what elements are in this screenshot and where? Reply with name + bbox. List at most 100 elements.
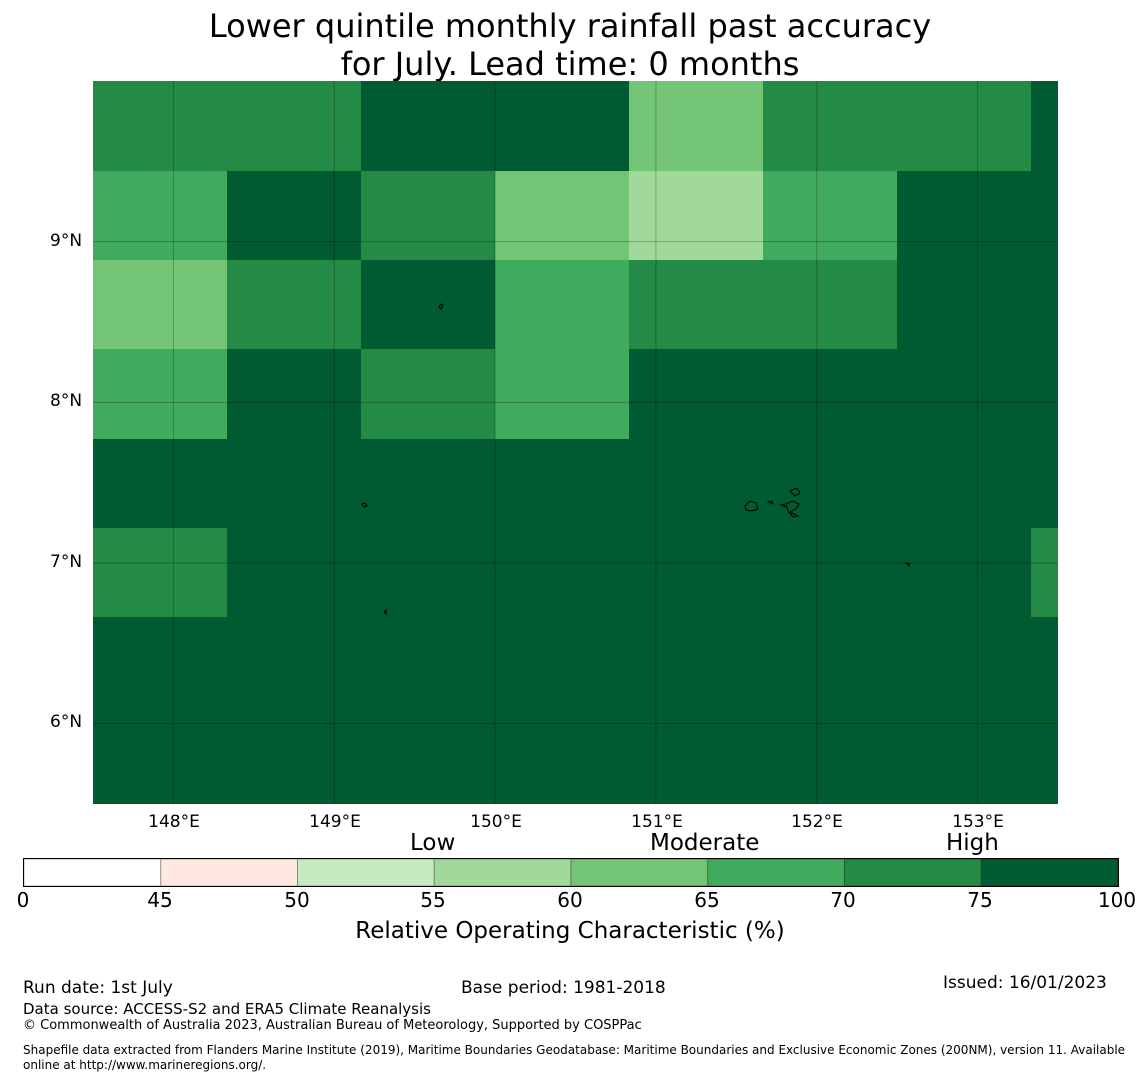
roc-cell-r0-c4 — [629, 81, 763, 171]
cbar-tick-50: 50 — [284, 888, 310, 912]
colorbar-bin-0 — [23, 858, 162, 887]
roc-cell-r0-c0 — [93, 81, 227, 171]
roc-cell-r6-c7 — [1031, 617, 1058, 707]
map-title-line2: for July. Lead time: 0 months — [340, 45, 800, 83]
cbar-tick-45: 45 — [147, 888, 173, 912]
colorbar-label: Relative Operating Characteristic (%) — [355, 918, 785, 944]
roc-cell-r2-c0 — [93, 260, 227, 349]
roc-cell-r5-c7 — [1031, 528, 1058, 617]
category-high: High — [946, 830, 999, 856]
roc-cell-r1-c1 — [227, 171, 361, 260]
island-outline — [904, 562, 911, 567]
cbar-tick-75: 75 — [967, 888, 993, 912]
island-outline — [438, 303, 444, 310]
x-tick-151e: 151°E — [631, 812, 683, 832]
y-tick-9n: 9°N — [50, 231, 83, 251]
roc-cell-r4-c6 — [897, 439, 1031, 528]
category-low: Low — [410, 830, 456, 856]
x-tick-153e: 153°E — [952, 812, 1004, 832]
roc-cell-r5-c0 — [93, 528, 227, 617]
island-outline — [766, 500, 774, 505]
x-tick-149e: 149°E — [309, 812, 361, 832]
roc-cell-r4-c5 — [763, 439, 897, 528]
cbar-tick-55: 55 — [420, 888, 446, 912]
roc-cell-r6-c4 — [629, 617, 763, 707]
roc-cell-r4-c4 — [629, 439, 763, 528]
roc-cell-r2-c6 — [897, 260, 1031, 349]
roc-cell-r4-c3 — [495, 439, 629, 528]
roc-cell-r7-c4 — [629, 707, 763, 804]
run-date: Run date: 1st July — [23, 978, 173, 998]
map-title-line1: Lower quintile monthly rainfall past acc… — [208, 7, 932, 45]
roc-cell-r1-c0 — [93, 171, 227, 260]
colorbar-bin-4 — [570, 858, 709, 887]
island-outline — [779, 503, 786, 508]
colorbar-bin-7 — [980, 858, 1119, 887]
roc-cell-r7-c2 — [361, 707, 495, 804]
roc-cell-r3-c1 — [227, 349, 361, 439]
roc-cell-r4-c0 — [93, 439, 227, 528]
cbar-tick-0: 0 — [16, 888, 30, 912]
roc-cell-r5-c3 — [495, 528, 629, 617]
y-tick-7n: 7°N — [50, 552, 83, 572]
roc-cell-r1-c3 — [495, 171, 629, 260]
cbar-tick-100: 100 — [1097, 888, 1137, 912]
roc-cell-r5-c5 — [763, 528, 897, 617]
island-outline — [789, 487, 801, 497]
roc-cell-r5-c2 — [361, 528, 495, 617]
y-tick-6n: 6°N — [50, 712, 83, 732]
roc-cell-r6-c6 — [897, 617, 1031, 707]
island-outline — [383, 608, 387, 616]
roc-cell-r6-c3 — [495, 617, 629, 707]
roc-cell-r6-c1 — [227, 617, 361, 707]
roc-cell-r1-c2 — [361, 171, 495, 260]
base-period: Base period: 1981-2018 — [461, 978, 666, 998]
colorbar-bin-2 — [297, 858, 435, 887]
x-tick-148e: 148°E — [148, 812, 200, 832]
cbar-tick-70: 70 — [830, 888, 856, 912]
roc-cell-r3-c0 — [93, 349, 227, 439]
island-outline — [744, 500, 759, 512]
roc-cell-r0-c3 — [495, 81, 629, 171]
roc-cell-r7-c3 — [495, 707, 629, 804]
roc-cell-r2-c3 — [495, 260, 629, 349]
roc-cell-r3-c6 — [897, 349, 1031, 439]
roc-cell-r6-c0 — [93, 617, 227, 707]
roc-cell-r0-c5 — [763, 81, 897, 171]
roc-cell-r7-c1 — [227, 707, 361, 804]
shapefile-credit-line2: online at http://www.marineregions.org/. — [23, 1058, 267, 1072]
x-tick-152e: 152°E — [791, 812, 843, 832]
roc-cell-r5-c6 — [897, 528, 1031, 617]
x-tick-150e: 150°E — [470, 812, 522, 832]
roc-cell-r7-c5 — [763, 707, 897, 804]
colorbar-frame — [23, 858, 1119, 887]
roc-cell-r2-c5 — [763, 260, 897, 349]
roc-cell-r5-c1 — [227, 528, 361, 617]
roc-cell-r7-c0 — [93, 707, 227, 804]
issued-date: Issued: 16/01/2023 — [943, 973, 1107, 993]
roc-cell-r2-c1 — [227, 260, 361, 349]
roc-cell-r3-c2 — [361, 349, 495, 439]
y-tick-8n: 8°N — [50, 391, 83, 411]
roc-cell-r7-c7 — [1031, 707, 1058, 804]
roc-cell-r2-c4 — [629, 260, 763, 349]
roc-cell-r0-c6 — [897, 81, 1031, 171]
colorbar-bin-3 — [433, 858, 572, 887]
roc-cell-r0-c7 — [1031, 81, 1058, 171]
colorbar — [23, 858, 1119, 887]
cbar-tick-60: 60 — [557, 888, 583, 912]
shapefile-credit-line1: Shapefile data extracted from Flanders M… — [23, 1043, 1126, 1057]
roc-cell-r3-c4 — [629, 349, 763, 439]
colorbar-bin-6 — [844, 858, 982, 887]
roc-cell-r1-c6 — [897, 171, 1031, 260]
roc-cell-r7-c6 — [897, 707, 1031, 804]
roc-cell-r3-c3 — [495, 349, 629, 439]
roc-cell-r3-c7 — [1031, 349, 1058, 439]
cbar-tick-65: 65 — [694, 888, 720, 912]
island-outline — [361, 502, 368, 508]
roc-cell-r6-c2 — [361, 617, 495, 707]
roc-cell-r0-c1 — [227, 81, 361, 171]
colorbar-bin-1 — [160, 858, 298, 887]
roc-cell-r1-c5 — [763, 171, 897, 260]
